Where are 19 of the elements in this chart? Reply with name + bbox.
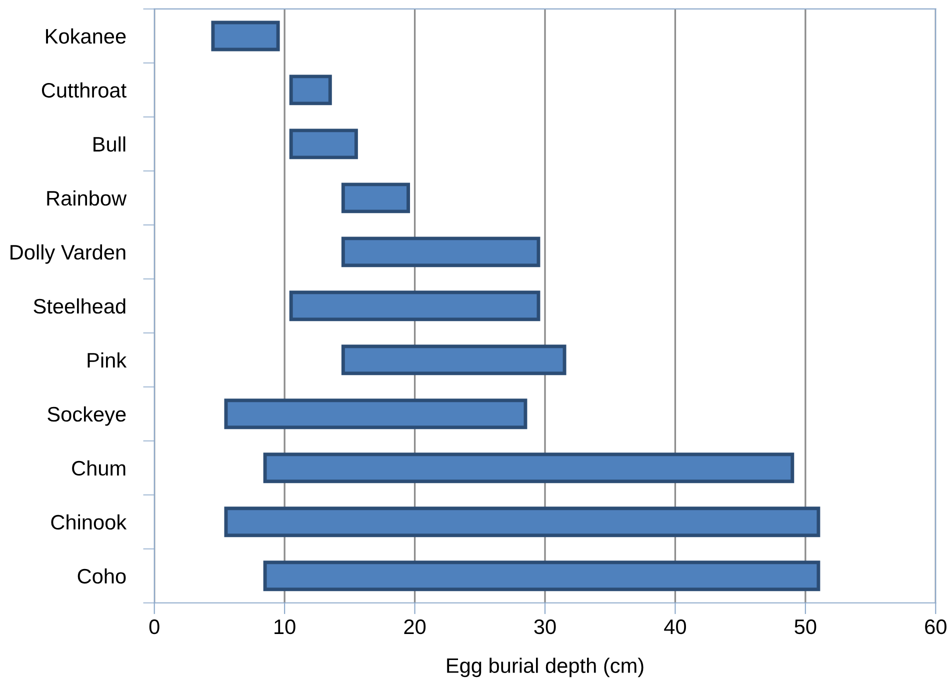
y-tick-label: Coho <box>78 568 126 584</box>
y-tick-label: Kokanee <box>46 28 126 44</box>
y-tick-label: Sockeye <box>48 406 126 426</box>
y-tick-label: Pink <box>88 352 127 368</box>
y-tick-label: Chum <box>72 460 126 476</box>
x-tick-label: 30 <box>534 619 556 634</box>
y-tick-label: Cutthroat <box>42 82 126 98</box>
y-tick-label: Chinook <box>51 514 127 530</box>
x-tick-label: 20 <box>404 619 426 634</box>
y-tick-label: Dolly Varden <box>10 244 126 264</box>
x-tick-label: 60 <box>925 619 946 634</box>
x-tick-label: 0 <box>149 619 160 634</box>
y-tick-label: Bull <box>94 136 126 152</box>
x-tick-label: 50 <box>794 619 816 634</box>
y-tick-label: Rainbow <box>47 190 127 206</box>
x-axis-title: Egg burial depth (cm) <box>447 658 644 678</box>
x-tick-label: 10 <box>274 619 296 634</box>
y-tick-label: Steelhead <box>34 298 126 314</box>
x-tick-label: 40 <box>664 619 686 634</box>
